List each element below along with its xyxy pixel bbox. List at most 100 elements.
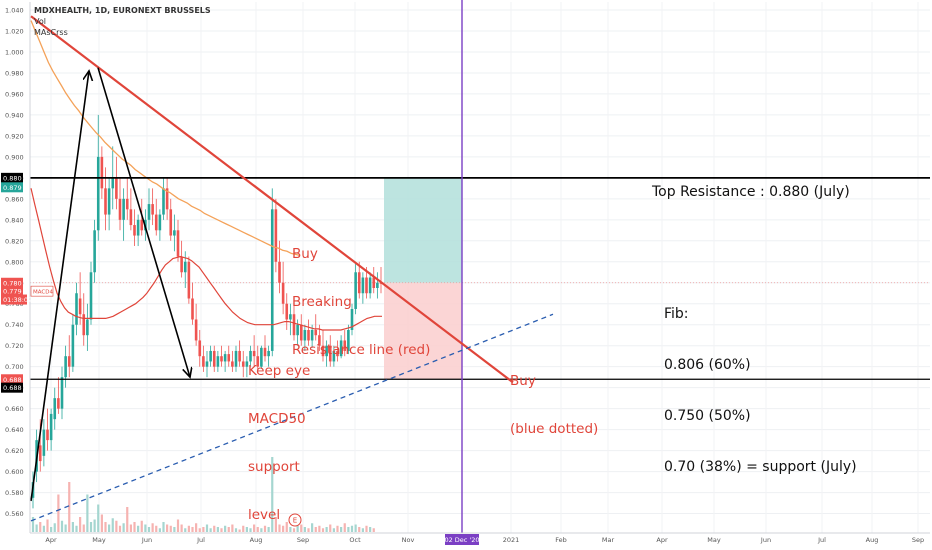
volume-bar	[198, 528, 201, 532]
fib-line: 0.750 (50%)	[664, 408, 751, 424]
x-tick-label: Jul	[196, 536, 205, 544]
candle-body	[256, 356, 260, 367]
note-line: MACD50	[248, 411, 306, 427]
volume-bar	[115, 520, 118, 532]
y-tick-label: 0.720	[5, 342, 24, 350]
down-arrow-line	[97, 67, 190, 377]
volume-bar	[82, 524, 85, 532]
price-label-box	[1, 382, 23, 393]
price-label-text: 0.879	[3, 184, 22, 192]
candle-body	[118, 198, 122, 220]
volume-bar	[42, 525, 45, 532]
candle-body	[209, 350, 212, 362]
volume-bar	[122, 523, 125, 532]
note-line: support	[248, 459, 300, 475]
volume-bar	[245, 527, 248, 532]
candle-body	[350, 308, 354, 330]
y-tick-label: 0.980	[5, 69, 24, 77]
candle-body	[365, 277, 368, 294]
candle-body	[289, 314, 292, 320]
candle-body	[325, 345, 328, 357]
candle-body	[212, 350, 216, 367]
candle-body	[173, 230, 176, 236]
volume-bar	[155, 525, 158, 532]
fib-note: Fib: 0.806 (60%) 0.750 (50%) 0.70 (38%) …	[664, 272, 857, 493]
ma-red-line	[30, 188, 382, 331]
candle-body	[354, 272, 357, 309]
candle-body	[205, 361, 209, 367]
note-line: level	[248, 507, 281, 523]
ma-tag-box	[30, 285, 54, 297]
volume-bar	[35, 524, 38, 532]
volume-bar	[227, 527, 230, 532]
indicator-vol[interactable]: Vol	[34, 17, 46, 26]
candle-body	[169, 209, 173, 236]
candle-body	[180, 256, 183, 273]
volume-bar	[238, 529, 241, 532]
volume-bar	[129, 524, 132, 532]
volume-bar	[267, 527, 270, 532]
indicator-mascrss[interactable]: MAsCrss	[34, 28, 68, 37]
candle-body	[357, 272, 361, 294]
candle-body	[165, 188, 169, 210]
candle-body	[223, 354, 227, 362]
candle-body	[198, 340, 202, 357]
y-tick-label: 0.800	[5, 258, 24, 266]
y-tick-label: 0.580	[5, 489, 24, 497]
volume-bar	[60, 520, 64, 532]
volume-bar	[173, 527, 176, 532]
candle-body	[49, 413, 53, 441]
x-tick-label: May	[707, 536, 721, 544]
volume-bar	[151, 523, 154, 532]
volume-bar	[79, 517, 82, 532]
candle-body	[194, 319, 198, 341]
volume-bar	[147, 527, 151, 532]
candle-body	[270, 209, 274, 351]
volume-bar	[176, 519, 180, 532]
volume-bar	[329, 524, 332, 532]
candle-body	[89, 272, 93, 320]
candle-body	[321, 345, 325, 357]
candle-body	[336, 350, 339, 357]
volume-bar	[343, 523, 346, 532]
top-resistance-note: Top Resistance : 0.880 (July)	[652, 184, 850, 200]
y-tick-label: 0.860	[5, 195, 24, 203]
volume-bar	[71, 522, 74, 532]
volume-bar	[249, 528, 252, 532]
ma-orange-line	[30, 20, 301, 257]
y-tick-label: 0.960	[5, 90, 24, 98]
buy-blue-note: Buy (blue dotted)	[510, 341, 598, 453]
candle-body	[187, 261, 191, 299]
volume-bar	[209, 528, 212, 532]
volume-bar	[111, 518, 114, 532]
volume-bar	[158, 528, 161, 532]
candle-body	[136, 219, 140, 236]
candle-body	[176, 230, 180, 257]
candle-body	[191, 298, 194, 320]
volume-bar	[314, 527, 317, 532]
volume-bar	[278, 524, 281, 532]
volume-bar	[187, 525, 190, 532]
note-line: Keep eye	[248, 363, 311, 379]
candle-body	[57, 398, 60, 409]
candle-body	[343, 340, 347, 351]
candle-body	[93, 230, 96, 273]
candle-body	[241, 361, 245, 367]
x-tick-label: Nov	[402, 536, 415, 544]
candle-body	[64, 356, 67, 378]
volume-bar	[216, 527, 219, 532]
x-tick-label: Mar	[602, 536, 615, 544]
candle-body	[285, 303, 289, 320]
candle-body	[361, 277, 365, 294]
candle-body	[318, 335, 321, 346]
candle-body	[71, 324, 75, 367]
candle-body	[372, 277, 376, 289]
x-tick-label: Apr	[656, 536, 668, 544]
volume-bars	[31, 457, 375, 532]
volume-bar	[104, 522, 107, 532]
volume-bar	[292, 528, 296, 532]
volume-bar	[340, 527, 343, 532]
volume-bar	[191, 527, 194, 532]
candle-body	[307, 329, 310, 341]
